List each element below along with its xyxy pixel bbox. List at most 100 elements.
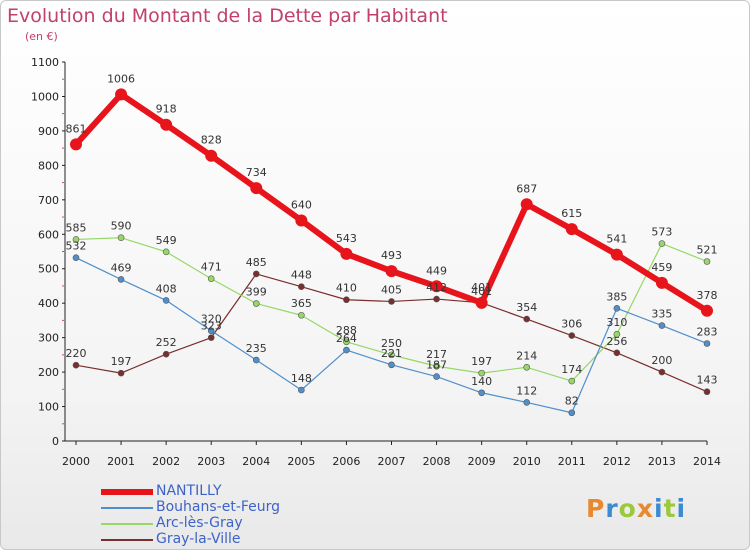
data-label: 112 — [516, 384, 537, 397]
data-point — [658, 322, 666, 329]
x-tick-label: 2007 — [378, 455, 406, 468]
y-tick-label: 100 — [38, 401, 59, 414]
data-point — [72, 236, 80, 243]
data-point — [160, 118, 173, 131]
data-point — [430, 280, 443, 293]
data-label: 408 — [156, 282, 177, 295]
data-label: 469 — [111, 261, 132, 274]
data-label: 148 — [291, 372, 312, 385]
data-point — [610, 248, 623, 261]
data-point — [385, 265, 398, 278]
data-point — [207, 327, 215, 335]
data-label: 217 — [426, 348, 447, 361]
legend-label: Gray-la-Ville — [156, 531, 241, 547]
x-tick-label: 2001 — [107, 455, 135, 468]
y-tick-label: 700 — [38, 194, 59, 207]
data-label: 323 — [201, 320, 222, 333]
x-tick-label: 2008 — [423, 455, 451, 468]
data-point — [117, 369, 125, 377]
data-label: 378 — [697, 289, 718, 302]
data-label: 401 — [471, 281, 492, 294]
data-label: 687 — [516, 182, 537, 195]
data-point — [703, 258, 711, 265]
x-tick-label: 2013 — [648, 455, 676, 468]
data-point — [523, 363, 531, 371]
x-tick-label: 2010 — [513, 455, 541, 468]
data-label: 448 — [291, 269, 312, 282]
data-point — [703, 388, 711, 396]
data-label: 221 — [381, 347, 402, 360]
data-point — [475, 296, 488, 309]
data-point — [388, 298, 395, 305]
data-labels-layer: 220 197 252 323 485 448 410 405 412 401 354 306 256 2… — [66, 72, 718, 407]
data-label: 385 — [606, 290, 627, 303]
legend-swatch — [101, 539, 153, 541]
data-point — [207, 275, 215, 283]
data-point — [252, 270, 260, 278]
data-point — [340, 247, 353, 260]
logo-letter: t — [663, 494, 677, 523]
data-label: 532 — [66, 240, 87, 253]
data-point — [568, 332, 576, 339]
data-point — [72, 254, 80, 262]
legend-swatch — [101, 523, 153, 525]
data-label: 918 — [156, 103, 177, 116]
axes: 0 100 200 300 400 500 600 700 800 900 1000 1100 2000… — [31, 56, 721, 468]
data-point — [478, 389, 485, 397]
y-tick-label: 800 — [38, 159, 59, 172]
legend-swatch — [101, 507, 153, 509]
data-label: 734 — [246, 166, 267, 179]
logo-letter: x — [636, 494, 654, 523]
data-point — [520, 198, 533, 211]
data-point — [343, 296, 350, 304]
data-point — [298, 283, 305, 290]
data-label: 264 — [336, 332, 357, 345]
data-point — [343, 346, 350, 354]
data-label: 288 — [336, 324, 357, 337]
data-label: 354 — [516, 301, 537, 314]
data-label: 320 — [201, 313, 222, 326]
legend-label: NANTILLY — [156, 483, 222, 499]
y-tick-label: 200 — [38, 366, 59, 379]
data-label: 410 — [336, 282, 357, 295]
data-label: 174 — [561, 363, 582, 376]
data-point — [433, 373, 440, 380]
series-layer — [70, 88, 713, 417]
data-point — [162, 350, 170, 358]
y-tick-label: 500 — [38, 263, 59, 276]
data-label: 549 — [156, 234, 177, 247]
data-point — [568, 409, 576, 417]
data-point — [568, 377, 576, 385]
data-point — [388, 361, 395, 369]
legend-swatch — [101, 489, 153, 495]
data-label: 541 — [606, 233, 627, 246]
data-label: 590 — [111, 220, 132, 233]
data-point — [655, 276, 668, 289]
data-label: 640 — [291, 198, 312, 211]
data-label: 573 — [651, 226, 672, 239]
data-label: 306 — [561, 318, 582, 331]
logo-letter: o — [618, 494, 637, 523]
data-point — [162, 297, 170, 304]
data-point — [162, 248, 170, 256]
data-label: 399 — [246, 286, 267, 299]
data-point — [117, 234, 125, 242]
data-point — [433, 362, 440, 370]
data-point — [703, 340, 711, 347]
data-label: 405 — [381, 283, 402, 296]
data-point — [343, 338, 350, 346]
data-label: 412 — [426, 281, 447, 294]
data-label: 585 — [66, 221, 87, 234]
logo-letter: i — [654, 494, 664, 523]
data-point — [388, 351, 395, 359]
data-label: 140 — [471, 375, 492, 388]
x-tick-label: 2009 — [468, 455, 496, 468]
data-label: 493 — [381, 249, 402, 262]
data-label: 615 — [561, 207, 582, 220]
y-tick-label: 1000 — [31, 90, 59, 103]
data-point — [701, 304, 713, 317]
y-tick-label: 300 — [38, 332, 59, 345]
data-label: 828 — [201, 134, 222, 147]
